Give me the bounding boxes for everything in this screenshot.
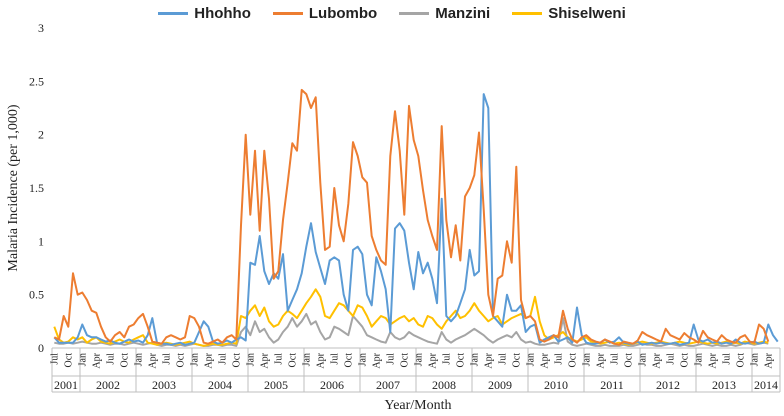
x-month-label: Oct [399,353,410,368]
y-tick-label: 0 [38,341,44,355]
x-month-label: Oct [623,353,634,368]
x-year-label: 2009 [488,378,512,392]
x-year-label: 2014 [754,378,778,392]
x-month-label: Jan [637,353,648,366]
x-month-label: Jan [77,353,88,366]
y-tick-label: 1.5 [29,181,44,195]
y-tick-label: 2.5 [29,74,44,88]
legend-item-lubombo: Lubombo [272,4,378,22]
x-month-label: Jul [441,353,452,365]
legend-swatch-manzini [399,11,430,15]
x-year-label: 2011 [600,378,624,392]
x-month-label: Apr [539,352,550,368]
y-tick-label: 0.5 [29,288,44,302]
x-month-label: Jul [273,353,284,365]
x-month-label: Jan [301,353,312,366]
chart-x-axis-labels: Jul Oct Jan Apr Jul Oct Jan Apr Jul Oct Jan Apr Jul O… [49,352,778,392]
legend-label-lubombo: Lubombo [308,4,378,22]
x-month-label: Apr [91,352,102,368]
x-month-label: Oct [567,353,578,368]
y-tick-label: 1 [38,234,44,248]
x-month-label: Jan [133,353,144,366]
x-month-label: Apr [707,352,718,368]
x-month-label: Jul [49,353,60,365]
x-month-label: Oct [119,353,130,368]
x-month-label: Oct [343,353,354,368]
x-month-label: Oct [455,353,466,368]
x-year-label: 2008 [432,378,456,392]
y-tick-label: 2 [38,128,44,142]
x-month-label: Apr [315,352,326,368]
x-year-label: 2012 [656,378,680,392]
chart-legend: Hhohho Lubombo Manzini Shiselweni [0,0,784,26]
x-month-label: Apr [147,352,158,368]
x-month-label: Apr [763,352,774,368]
x-month-label: Oct [679,353,690,368]
x-month-label: Jan [413,353,424,366]
x-year-label: 2002 [96,378,120,392]
series-line-lubombo [53,88,770,346]
x-year-label: 2006 [320,378,344,392]
legend-label-hhohho: Hhohho [194,4,251,22]
x-month-label: Jul [329,353,340,365]
x-month-label: Apr [651,352,662,368]
x-month-label: Jan [749,353,760,366]
x-month-label: Oct [63,353,74,368]
x-month-label: Oct [287,353,298,368]
x-year-label: 2007 [376,378,400,392]
x-month-label: Oct [175,353,186,368]
y-tick-label: 3 [38,21,44,35]
x-year-label: 2005 [264,378,288,392]
chart-series-lines [53,88,779,347]
x-month-label: Jan [581,353,592,366]
x-month-label: Jul [721,353,732,365]
x-month-label: Jul [497,353,508,365]
x-month-label: Apr [595,352,606,368]
legend-label-shiselweni: Shiselweni [548,4,626,22]
x-month-label: Jan [357,353,368,366]
x-month-label: Jul [609,353,620,365]
x-month-label: Jan [525,353,536,366]
series-line-shiselweni [53,288,769,347]
x-month-label: Apr [203,352,214,368]
x-month-label: Jul [385,353,396,365]
legend-swatch-shiselweni [512,11,543,15]
x-month-label: Jan [693,353,704,366]
x-year-label: 2010 [544,378,568,392]
x-month-label: Jul [553,353,564,365]
y-axis-title: Malaria Incidence (per 1,000) [6,104,21,271]
x-month-label: Oct [231,353,242,368]
legend-swatch-lubombo [272,11,303,15]
x-month-label: Jul [665,353,676,365]
x-month-label: Apr [483,352,494,368]
x-month-label: Jan [469,353,480,366]
legend-item-hhohho: Hhohho [158,5,251,22]
legend-item-manzini: Manzini [399,5,490,22]
x-month-label: Oct [735,353,746,368]
series-line-hhohho [53,93,779,346]
x-month-label: Jan [245,353,256,366]
legend-label-manzini: Manzini [435,4,491,22]
x-year-label: 2001 [54,378,78,392]
x-axis-title: Year/Month [384,398,451,413]
x-year-label: 2013 [712,378,736,392]
x-month-label: Apr [427,352,438,368]
x-year-label: 2003 [152,378,176,392]
legend-item-shiselweni: Shiselweni [512,5,626,22]
chart-axes: 0 0.5 1 1.5 2 2.5 3 [29,21,781,393]
x-month-label: Apr [371,352,382,368]
series-line-manzini [54,312,769,347]
x-month-label: Jul [161,353,172,365]
x-month-label: Jan [189,353,200,366]
x-month-label: Oct [511,353,522,368]
x-year-label: 2004 [208,378,232,392]
x-month-label: Jul [105,353,116,365]
legend-swatch-hhohho [158,11,189,15]
x-month-label: Jul [217,353,228,365]
x-month-label: Apr [259,352,270,368]
